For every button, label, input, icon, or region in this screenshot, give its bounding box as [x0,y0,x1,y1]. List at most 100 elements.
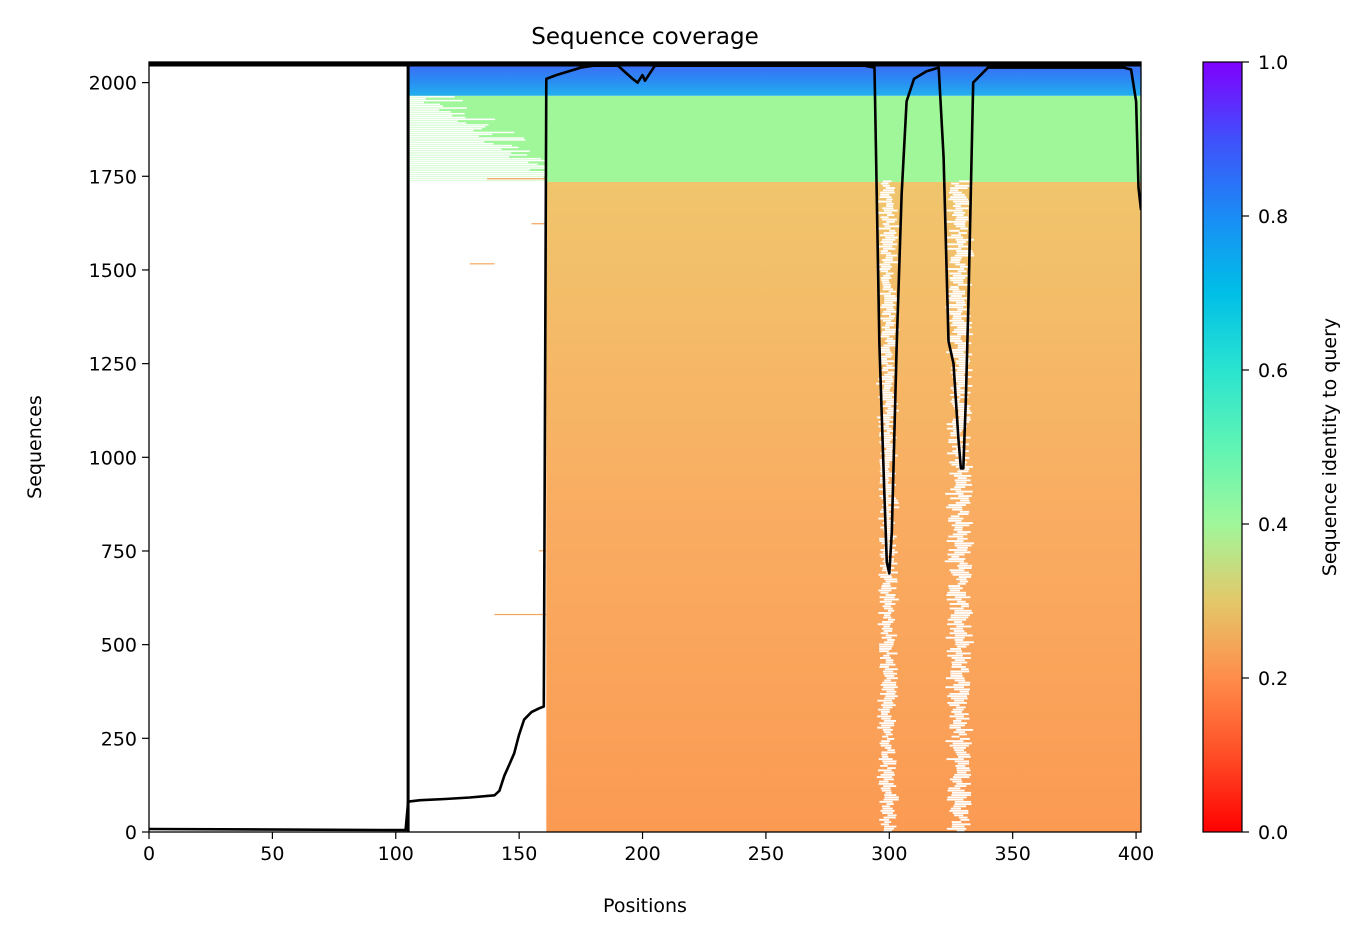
gap-segment-1 [945,677,965,680]
fringe-mask [408,129,474,132]
gap-segment-1 [950,670,970,673]
gap-segment-0 [879,196,892,199]
gap-segment-1 [954,254,975,257]
gap-segment-0 [878,758,893,761]
gap-segment-1 [954,773,972,776]
gap-segment-0 [882,735,889,738]
gap-segment-0 [877,200,892,203]
gap-segment-1 [952,317,962,320]
gap-segment-0 [882,427,892,430]
gap-segment-0 [877,292,891,295]
gap-segment-1 [955,225,966,228]
fringe-mask [408,152,512,154]
gap-segment-0 [879,648,892,650]
x-tick-label: 250 [748,843,784,865]
x-tick-label: 100 [378,843,414,865]
gap-segment-0 [885,236,899,239]
gap-segment-0 [886,411,894,414]
gap-segment-1 [953,211,966,214]
gap-segment-0 [880,335,890,338]
x-tick-label: 200 [624,843,660,865]
gap-segment-0 [878,782,894,785]
gap-segment-0 [877,416,891,419]
gap-segment-1 [958,567,972,569]
gap-segment-1 [949,692,970,695]
gap-segment-1 [946,340,963,342]
gap-segment-1 [950,187,968,190]
gap-segment-0 [881,369,888,372]
gap-segment-1 [950,189,959,192]
gap-segment-0 [884,225,900,228]
partial-read [487,178,547,180]
gap-segment-0 [885,409,899,412]
gap-segment-1 [953,746,966,749]
gap-segment-1 [952,780,963,783]
gap-segment-1 [951,710,963,713]
gap-segment-0 [880,452,894,455]
gap-segment-0 [882,755,889,758]
y-tick-label: 0 [125,822,137,844]
gap-segment-0 [883,209,898,212]
gap-segment-1 [956,578,967,581]
fringe-mask [408,122,467,124]
gap-segment-0 [881,789,892,792]
gap-segment-0 [881,724,895,727]
gap-segment-0 [882,223,890,225]
gap-segment-0 [880,182,889,185]
chart-title: Sequence coverage [531,24,759,50]
colorbar-axis: 0.0 0.2 0.4 0.6 0.8 1.0 [1242,52,1288,844]
gap-segment-0 [880,250,888,252]
gap-segment-0 [885,353,893,356]
gap-segment-0 [879,461,890,464]
gap-segment-0 [881,751,896,754]
gap-segment-1 [950,616,969,619]
gap-segment-1 [957,369,973,372]
axes-frame [148,61,1142,833]
colorbar-label: Sequence identity to query [1319,318,1341,576]
gap-segment-1 [954,486,966,489]
gap-segment-0 [880,398,894,401]
gap-segment-1 [954,634,973,637]
gap-segment-1 [948,304,967,306]
gap-segment-0 [882,180,892,183]
gap-segment-0 [883,830,892,832]
gap-segment-1 [957,283,973,286]
gap-segment-1 [948,297,968,300]
gap-segment-0 [883,762,897,765]
gap-segment-0 [886,737,895,740]
gap-segment-0 [883,798,899,801]
fringe-mask [408,167,547,169]
gap-segment-1 [957,582,966,585]
gap-segment-0 [878,425,889,428]
gap-segment-0 [879,650,889,653]
gap-segment-0 [881,279,889,282]
gap-segment-1 [954,391,971,394]
gap-segment-1 [952,573,972,576]
x-tick-label: 350 [995,843,1031,865]
gap-segment-1 [952,315,971,318]
fringe-mask [408,131,515,134]
gap-segment-1 [950,432,961,435]
gap-segment-0 [883,232,897,234]
gap-segment-1 [957,564,973,567]
gap-segment-1 [952,708,964,711]
gap-segment-0 [880,191,895,194]
gap-segment-0 [882,393,895,396]
gap-segment-0 [883,286,891,288]
gap-segment-1 [954,542,975,545]
plot-area: 0 50 100 150 200 250 300 350 400 0 250 500 750 1000 1… [89,61,1154,865]
gap-segment-1 [950,434,961,437]
fringe-mask [408,101,424,104]
fringe-mask [408,96,455,98]
gap-segment-0 [881,713,888,716]
gap-segment-0 [884,746,892,749]
gap-segment-0 [886,690,897,693]
gap-segment-0 [882,812,893,815]
gap-segment-1 [949,744,969,747]
gap-segment-0 [886,652,898,655]
gap-segment-1 [946,650,962,653]
gap-segment-1 [949,472,962,475]
fringe-mask [408,165,547,167]
gap-segment-1 [954,551,971,554]
gap-segment-0 [883,778,894,781]
